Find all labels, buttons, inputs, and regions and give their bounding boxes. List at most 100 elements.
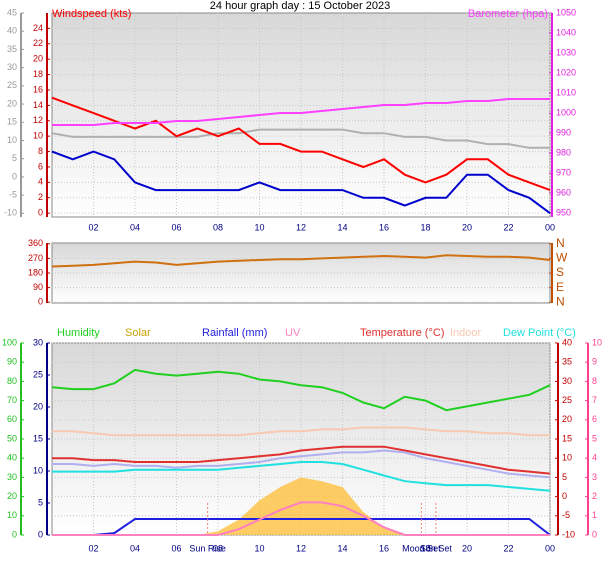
y-tick-label: 24: [33, 23, 43, 33]
y-tick-label: 180: [28, 267, 43, 277]
x-tick-label: 20: [462, 222, 472, 232]
y-tick-label: 14: [33, 100, 43, 110]
y-tick-label: 0: [38, 297, 43, 307]
chart-title: 24 hour graph day : 15 October 2023: [210, 0, 390, 12]
y-tick-label: 0: [38, 529, 43, 539]
y-tick-label: 270: [28, 253, 43, 263]
y-tick-label: 40: [7, 26, 17, 36]
y-tick-label: -10: [562, 529, 575, 539]
y-tick-label: 30: [562, 376, 572, 386]
series-area: [52, 477, 550, 535]
y-tick-label: 5: [12, 153, 17, 163]
x-tick-label: 22: [503, 543, 513, 553]
x-tick-label: 10: [254, 543, 264, 553]
x-tick-label: 00: [545, 543, 555, 553]
series-line: [51, 254, 551, 268]
y-tick-label: 16: [33, 84, 43, 94]
y-tick-label: 1030: [556, 47, 576, 57]
legend-entry: Solar: [125, 327, 151, 339]
y-tick-label: -10: [4, 208, 17, 218]
x-tick-label: 20: [462, 543, 472, 553]
x-tick-label: 22: [503, 222, 513, 232]
series-line: [51, 128, 550, 149]
y-tick-label: 0: [592, 529, 597, 539]
x-tick-label: 06: [171, 222, 181, 232]
y-tick-label: N: [556, 294, 565, 308]
x-tick-label: 12: [296, 222, 306, 232]
x-tick-label: 16: [379, 222, 389, 232]
series-line: [52, 461, 551, 492]
y-tick-label: 70: [7, 395, 17, 405]
y-tick-label: 90: [7, 357, 17, 367]
y-tick-label: 960: [556, 187, 571, 197]
y-tick-label: 5: [562, 472, 567, 482]
y-tick-label: 25: [33, 369, 43, 379]
y-tick-label: 5: [592, 433, 597, 443]
y-tick-label: 6: [592, 414, 597, 424]
y-tick-label: 990: [556, 127, 571, 137]
y-tick-label: 12: [33, 115, 43, 125]
y-tick-label: 10: [592, 337, 602, 347]
series-line: [52, 501, 550, 536]
y-tick-label: 20: [7, 98, 17, 108]
y-tick-label: -5: [562, 510, 570, 520]
y-tick-label: 7: [592, 395, 597, 405]
y-tick-label: 1000: [556, 107, 576, 117]
y-tick-label: 22: [33, 38, 43, 48]
y-tick-label: 10: [562, 453, 572, 463]
x-tick-label: 14: [337, 543, 347, 553]
x-tick-label: 02: [88, 222, 98, 232]
y-tick-label: 2: [592, 491, 597, 501]
y-tick-label: 20: [7, 491, 17, 501]
legend-entry: Windspeed (kts): [52, 8, 131, 20]
y-tick-label: 1050: [556, 7, 576, 17]
y-tick-label: N: [556, 236, 565, 250]
y-tick-label: 80: [7, 376, 17, 386]
x-tick-label: 10: [254, 222, 264, 232]
y-tick-label: 980: [556, 147, 571, 157]
legend-entry: Dew Point (°C): [503, 327, 576, 339]
legend-entry: Temperature (°C): [360, 327, 444, 339]
y-tick-label: 5: [38, 497, 43, 507]
legend-entry: Barometer (hpa): [468, 8, 548, 20]
y-tick-label: 0: [562, 491, 567, 501]
y-tick-label: 20: [33, 401, 43, 411]
y-tick-label: 950: [556, 207, 571, 217]
y-tick-label: 15: [7, 117, 17, 127]
x-tick-label: 06: [171, 543, 181, 553]
x-tick-label: 14: [337, 222, 347, 232]
y-tick-label: 50: [7, 433, 17, 443]
y-tick-label: S: [556, 265, 564, 279]
y-tick-label: 4: [38, 177, 43, 187]
legend-entry: Rainfall (mm): [202, 327, 267, 339]
x-tick-label: 18: [420, 543, 430, 553]
y-tick-label: 1: [592, 510, 597, 520]
y-tick-label: 30: [33, 337, 43, 347]
y-tick-label: 20: [562, 414, 572, 424]
series-line: [52, 449, 551, 479]
x-tick-label: 08: [213, 222, 223, 232]
y-tick-label: -5: [9, 190, 17, 200]
y-tick-label: 9: [592, 357, 597, 367]
y-tick-label: 25: [7, 80, 17, 90]
y-tick-label: 10: [7, 135, 17, 145]
y-tick-label: 30: [7, 62, 17, 72]
y-tick-label: 90: [33, 282, 43, 292]
y-tick-label: 10: [33, 465, 43, 475]
y-tick-label: 40: [7, 453, 17, 463]
y-tick-label: 15: [562, 433, 572, 443]
series-line: [51, 150, 551, 215]
y-tick-label: 4: [592, 453, 597, 463]
legend-entry: UV: [285, 327, 301, 339]
y-tick-label: 15: [33, 433, 43, 443]
series-line: [51, 368, 551, 412]
y-tick-label: 8: [38, 146, 43, 156]
y-tick-label: 60: [7, 414, 17, 424]
x-tick-label: 04: [130, 222, 140, 232]
y-tick-label: 40: [562, 337, 572, 347]
y-tick-label: 10: [7, 510, 17, 520]
y-tick-label: 8: [592, 376, 597, 386]
annotation-label: Sun Set: [420, 543, 453, 553]
y-tick-label: 10: [33, 131, 43, 141]
